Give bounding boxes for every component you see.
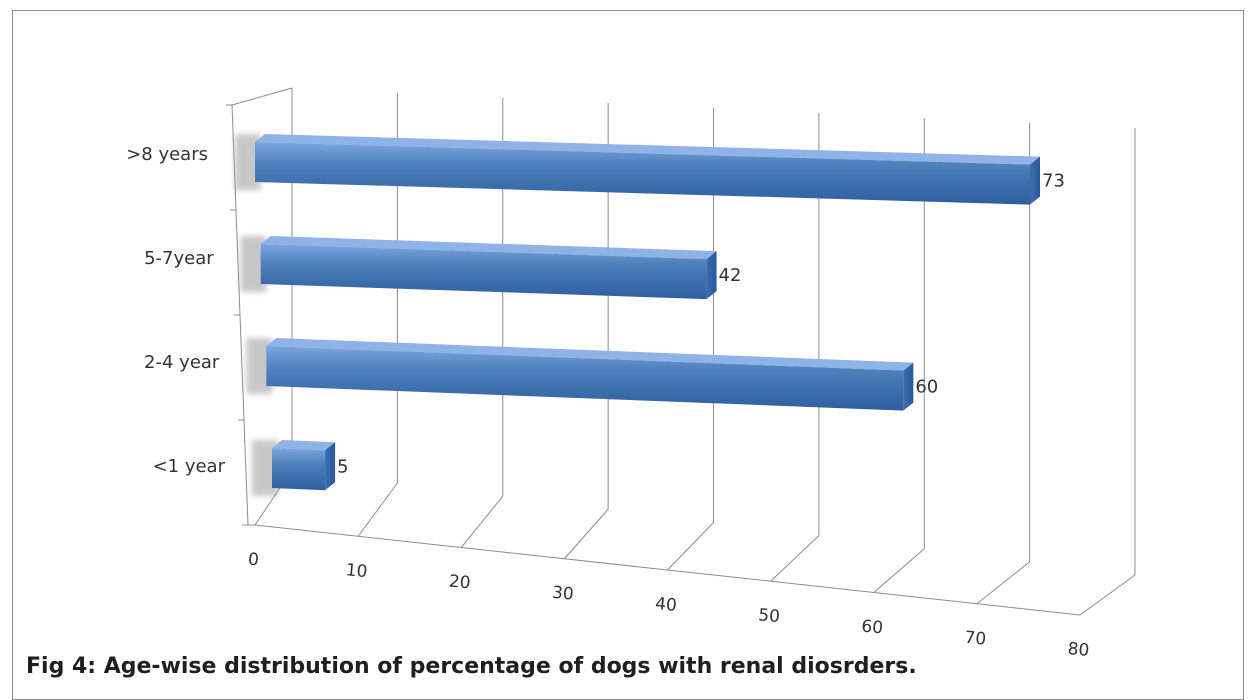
floor-gridline — [770, 535, 820, 582]
figure-caption: Fig 4: Age-wise distribution of percenta… — [26, 654, 917, 679]
x-tick-label: 30 — [551, 583, 574, 605]
x-tick-label: 10 — [345, 560, 368, 582]
x-axis-line — [254, 524, 1081, 616]
floor-gridline — [873, 548, 925, 593]
x-tick-label: 0 — [247, 550, 260, 571]
side-wall-top — [231, 87, 293, 106]
category-label: <1 year — [153, 456, 226, 477]
floor-gridline — [460, 495, 504, 548]
category-label: 2-4 year — [144, 352, 220, 373]
category-label: 5-7year — [144, 248, 214, 269]
floor-gridline — [667, 522, 714, 571]
bar-top-face — [266, 338, 914, 371]
x-tick-label: 70 — [964, 628, 987, 650]
bar-end-cap — [1030, 156, 1040, 205]
category-label: >8 years — [126, 144, 208, 165]
floor-gridline — [1079, 574, 1136, 616]
bar — [266, 346, 904, 411]
floor-gridline — [976, 561, 1030, 605]
bar-end-cap — [903, 362, 914, 411]
data-label: 42 — [719, 265, 742, 286]
x-tick-label: 60 — [861, 617, 884, 639]
bar-top-face — [255, 134, 1040, 165]
data-label: 5 — [337, 456, 348, 477]
x-tick-label: 80 — [1067, 639, 1090, 661]
bar-top-face — [272, 440, 336, 451]
x-tick-label: 40 — [654, 594, 677, 616]
x-tick-label: 20 — [448, 572, 471, 594]
labels: 0 10 20 30 40 50 60 70 80 5 <1 year 60 2-4 year 42 5-7… — [126, 144, 1090, 661]
bar-top-face — [260, 236, 717, 260]
x-tick-label: 50 — [757, 605, 780, 627]
data-label: 73 — [1042, 171, 1065, 192]
bars — [235, 134, 1040, 496]
data-label: 60 — [915, 377, 938, 398]
bar — [255, 142, 1030, 205]
floor-gridline — [564, 509, 609, 560]
bar — [272, 448, 326, 491]
bar-end-cap — [325, 442, 336, 491]
bar-end-cap — [706, 251, 717, 300]
bar — [260, 244, 707, 300]
floor-gridline — [357, 482, 398, 537]
